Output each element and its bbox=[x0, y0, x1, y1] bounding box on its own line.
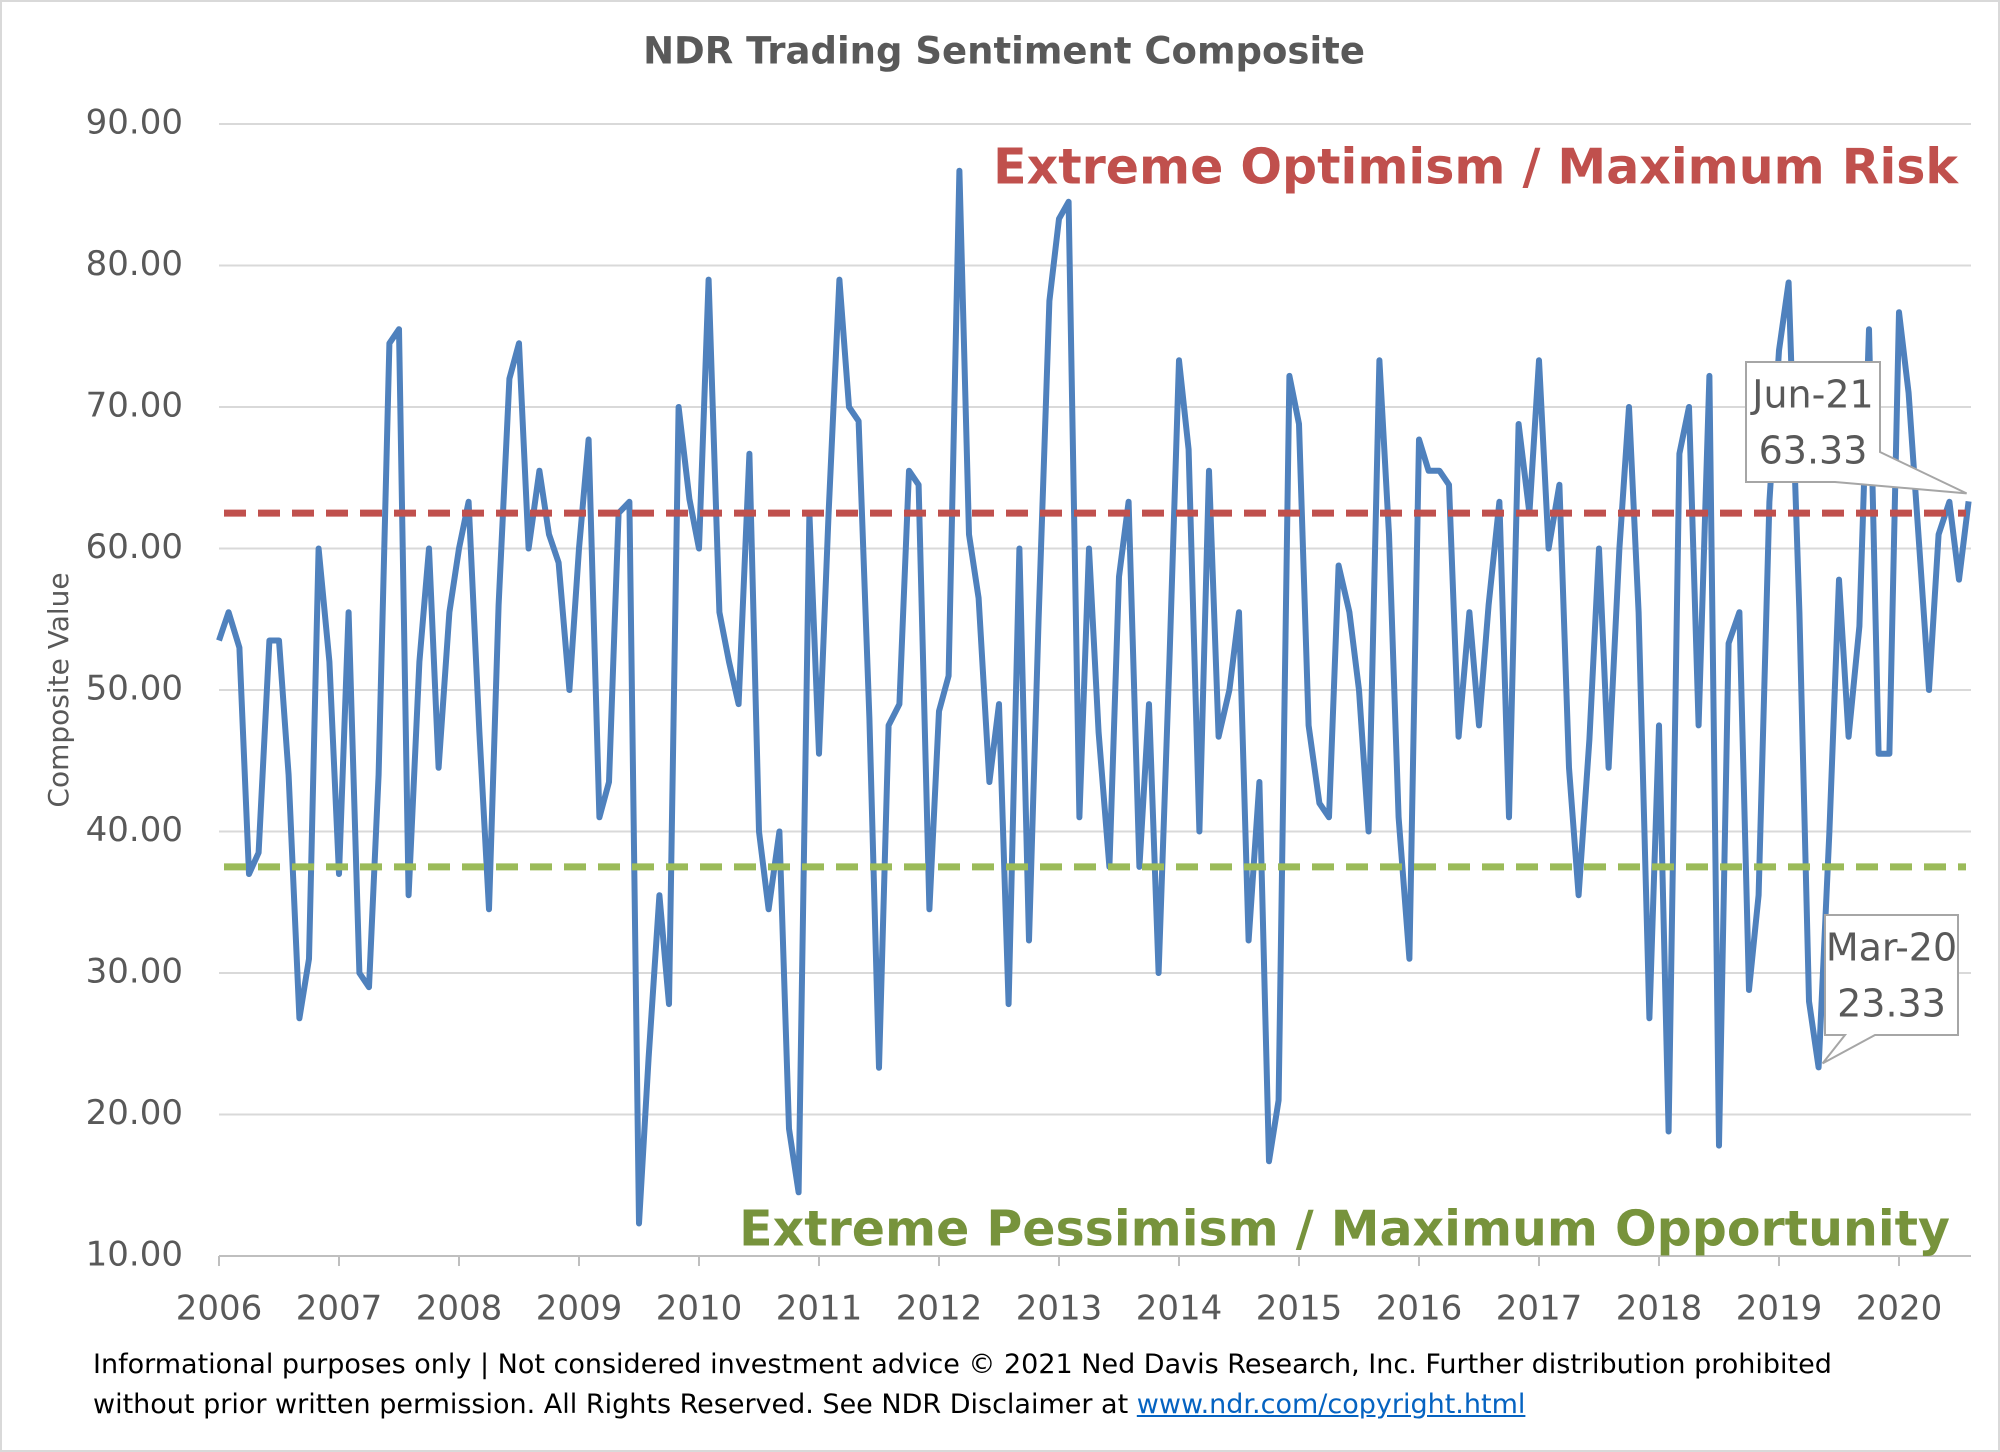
x-tick-label: 2018 bbox=[1616, 1289, 1703, 1329]
footer: Informational purposes only | Not consid… bbox=[93, 1345, 1923, 1425]
line bbox=[216, 167, 1972, 1227]
x-tick-label: 2011 bbox=[776, 1289, 863, 1329]
callout-box bbox=[1821, 914, 1959, 1065]
x-tick-label: 2014 bbox=[1136, 1289, 1223, 1329]
annotation: Extreme Pessimism / Maximum Opportunity bbox=[739, 1201, 1950, 1258]
callout-label: Jun-21 bbox=[1750, 373, 1873, 417]
x-tick-label: 2015 bbox=[1256, 1289, 1343, 1329]
footer-text: Informational purposes only | Not consid… bbox=[93, 1349, 1832, 1420]
x-tick-label: 2020 bbox=[1856, 1289, 1943, 1329]
y-tick-label: 30.00 bbox=[86, 952, 183, 992]
x-tick-label: 2010 bbox=[656, 1289, 743, 1329]
callout-value: 63.33 bbox=[1759, 429, 1868, 473]
y-axis-label: Composite Value bbox=[42, 572, 75, 807]
y-tick-label: 80.00 bbox=[86, 244, 183, 284]
footer-link[interactable]: www.ndr.com/copyright.html bbox=[1136, 1389, 1526, 1420]
callout-box bbox=[1745, 361, 1968, 495]
callout-value: 23.33 bbox=[1837, 982, 1946, 1026]
y-tick-label: 70.00 bbox=[86, 386, 183, 426]
x-tick-label: 2019 bbox=[1736, 1289, 1823, 1329]
x-tick-label: 2007 bbox=[296, 1289, 383, 1329]
callout-label: Mar-20 bbox=[1826, 926, 1957, 970]
y-tick-label: 40.00 bbox=[86, 810, 183, 850]
x-tick-label: 2008 bbox=[416, 1289, 503, 1329]
x-tick-label: 2013 bbox=[1016, 1289, 1103, 1329]
x-tick-label: 2006 bbox=[176, 1289, 263, 1329]
y-tick-label: 60.00 bbox=[86, 527, 183, 567]
chart-title: NDR Trading Sentiment Composite bbox=[643, 30, 1365, 73]
x-tick-label: 2009 bbox=[536, 1289, 623, 1329]
y-tick-label: 20.00 bbox=[86, 1093, 183, 1133]
x-tick-label: 2012 bbox=[896, 1289, 983, 1329]
x-tick-label: 2016 bbox=[1376, 1289, 1463, 1329]
y-tick-label: 50.00 bbox=[86, 669, 183, 709]
y-tick-label: 90.00 bbox=[86, 103, 183, 143]
x-tick-label: 2017 bbox=[1496, 1289, 1583, 1329]
y-tick-label: 10.00 bbox=[86, 1235, 183, 1275]
annotation: Extreme Optimism / Maximum Risk bbox=[993, 139, 1959, 196]
